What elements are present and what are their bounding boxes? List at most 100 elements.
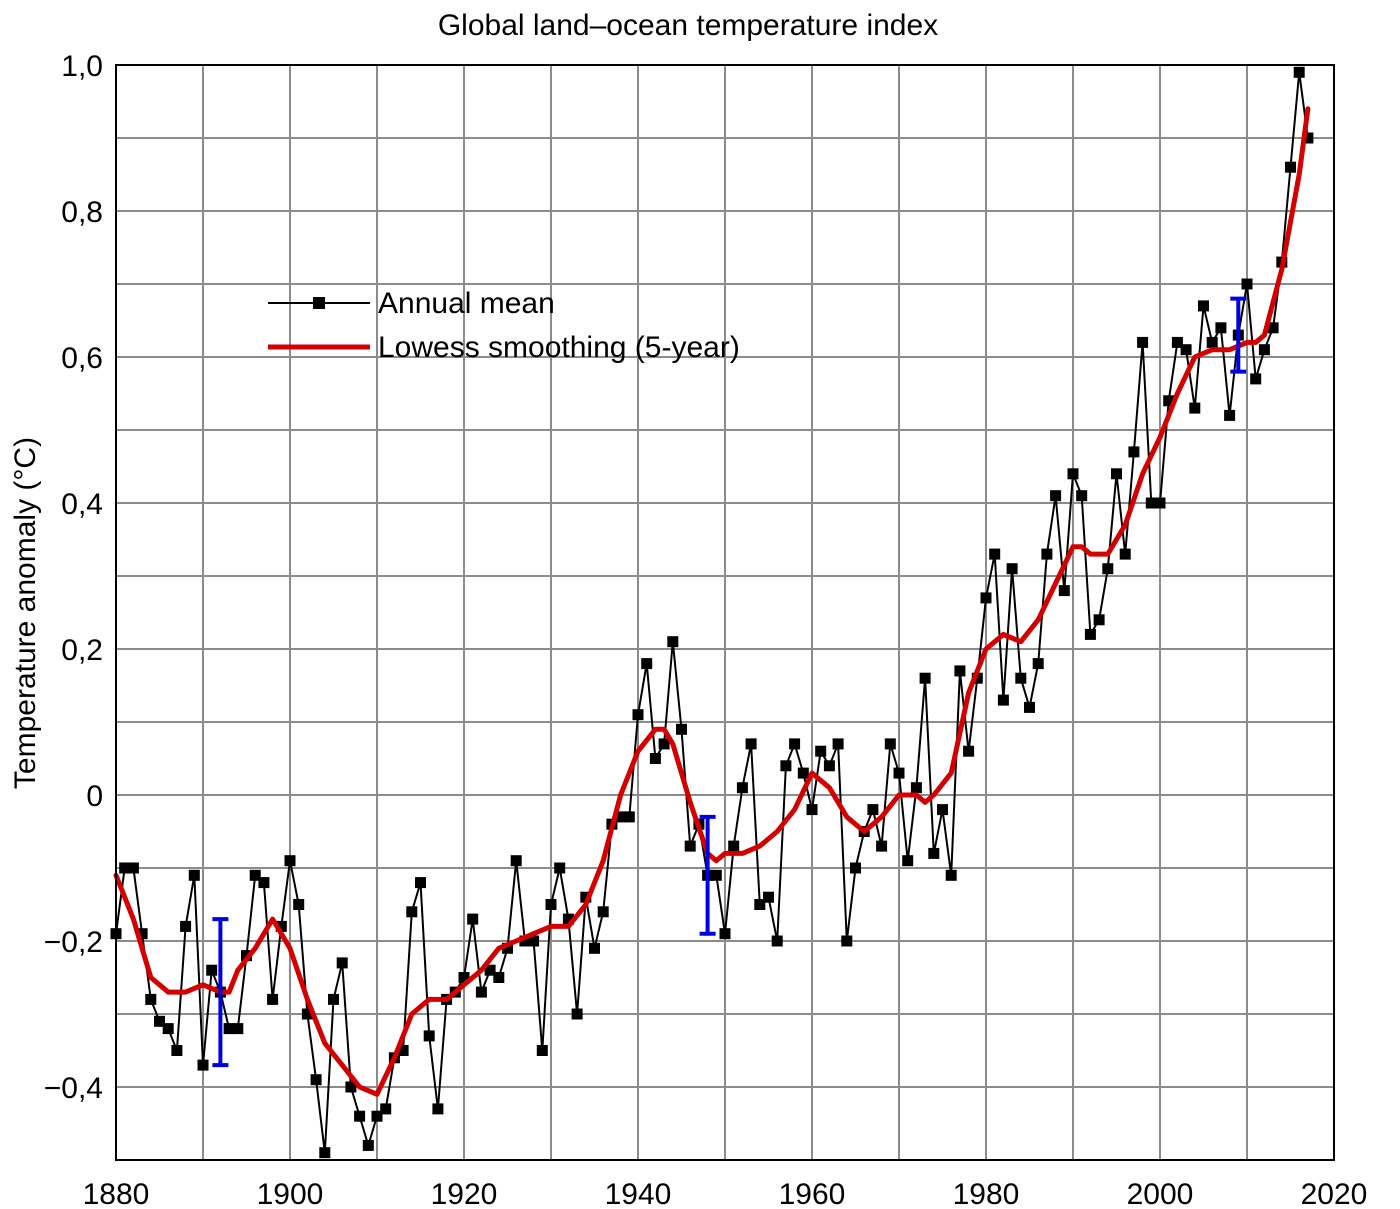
annual-mean-point [841, 935, 853, 947]
annual-mean-point [536, 1045, 548, 1056]
annual-mean-point [1015, 672, 1027, 684]
annual-mean-point [989, 548, 1001, 560]
annual-mean-point [823, 760, 835, 772]
annual-mean-point [876, 840, 888, 852]
annual-mean-point [249, 869, 261, 881]
annual-mean-point [336, 957, 348, 969]
annual-mean-point [1137, 336, 1149, 348]
annual-mean-point [954, 665, 966, 677]
annual-mean-point [475, 986, 487, 998]
annual-mean-point [910, 782, 922, 794]
x-tick-label: 2020 [1301, 1178, 1368, 1209]
annual-mean-point [1180, 344, 1192, 356]
annual-mean-point [1267, 322, 1279, 334]
annual-mean-point [519, 935, 531, 947]
x-tick-label: 2000 [1127, 1178, 1194, 1209]
annual-mean-point [1154, 497, 1166, 509]
annual-mean-point [136, 928, 148, 940]
x-tick-label: 1920 [431, 1178, 498, 1209]
annual-mean-point [997, 694, 1009, 706]
annual-mean-point [1171, 336, 1183, 348]
annual-mean-point [1067, 468, 1079, 480]
annual-mean-point [580, 891, 592, 903]
annual-mean-line [115, 71, 1309, 1154]
annual-mean-point [789, 738, 801, 750]
annual-mean-point [797, 767, 809, 779]
annual-mean-point [362, 1139, 374, 1151]
annual-mean-point [1198, 300, 1209, 312]
annual-mean-point [1058, 585, 1070, 597]
annual-mean-point [815, 745, 827, 757]
annual-mean-point [1206, 336, 1218, 348]
annual-mean-point [597, 906, 609, 918]
x-tick-label: 1940 [605, 1178, 672, 1209]
error-bars [212, 296, 1247, 1068]
annual-mean-point [589, 942, 600, 954]
annual-mean-point [1224, 409, 1236, 421]
annual-mean-point [1215, 322, 1227, 334]
annual-mean-point [649, 753, 661, 764]
annual-mean-point [754, 899, 766, 910]
annual-mean-point [780, 760, 792, 772]
annual-mean-point [641, 658, 653, 670]
annual-mean-point [328, 993, 339, 1005]
annual-mean-point [154, 1015, 165, 1027]
annual-mean-point [615, 811, 627, 823]
annual-mean-point [806, 804, 818, 816]
error-bar [1230, 296, 1247, 374]
annual-mean-point [963, 745, 975, 757]
annual-mean-point [319, 1147, 331, 1159]
annual-mean-point [188, 869, 200, 881]
annual-mean-point [884, 738, 896, 750]
annual-mean-point [1041, 548, 1053, 560]
x-tick-label: 1960 [779, 1178, 846, 1209]
annual-mean-point [1302, 132, 1314, 144]
series-layer [110, 66, 1314, 1159]
x-tick-label: 1880 [83, 1178, 150, 1209]
annual-mean-point [145, 993, 157, 1005]
annual-mean-point [284, 855, 296, 867]
annual-mean-point [1111, 468, 1122, 480]
annual-mean-point [1145, 497, 1157, 509]
annual-mean-point [719, 928, 731, 940]
annual-mean-point [893, 767, 905, 779]
annual-mean-point [345, 1081, 357, 1093]
annual-mean-point [1163, 395, 1175, 407]
annual-mean-point [162, 1023, 174, 1035]
y-tick-label: 0 [86, 780, 103, 813]
error-bar [699, 814, 716, 936]
annual-mean-point [632, 709, 644, 721]
annual-mean-point [415, 877, 426, 889]
annual-mean-point [293, 899, 305, 910]
error-bar [212, 917, 229, 1068]
annual-mean-point [1285, 161, 1296, 173]
annual-mean-point [832, 738, 844, 750]
annual-mean-point [1250, 373, 1262, 385]
annual-mean-point [763, 891, 774, 903]
annual-mean-point [971, 672, 983, 684]
annual-mean-point [1241, 278, 1253, 290]
x-tick-label: 1900 [257, 1178, 324, 1209]
annual-mean-point [745, 738, 757, 750]
annual-mean-point [180, 920, 192, 932]
plot-frame [115, 64, 1335, 1161]
annual-mean-point [310, 1074, 322, 1086]
annual-mean-point [945, 869, 957, 881]
tick-labels: 1880 1900 1920 1940 1960 1980 2000 2020 −0,4 −0,2… [44, 50, 1368, 1209]
annual-mean-point [1024, 701, 1035, 713]
annual-mean-point [1128, 446, 1140, 458]
annual-mean-point [502, 942, 513, 954]
annual-mean-point [467, 913, 479, 925]
annual-mean-point [458, 972, 470, 983]
legend-annual-marker [313, 297, 325, 309]
annual-mean-point [275, 920, 287, 932]
annual-mean-point [1293, 66, 1305, 78]
y-tick-label: −0,4 [44, 1072, 103, 1105]
annual-mean-point [1006, 563, 1018, 575]
annual-mean-point [623, 811, 635, 823]
annual-mean-point [1032, 658, 1044, 670]
annual-mean-point [684, 840, 696, 852]
y-tick-label: 0,6 [61, 342, 103, 375]
